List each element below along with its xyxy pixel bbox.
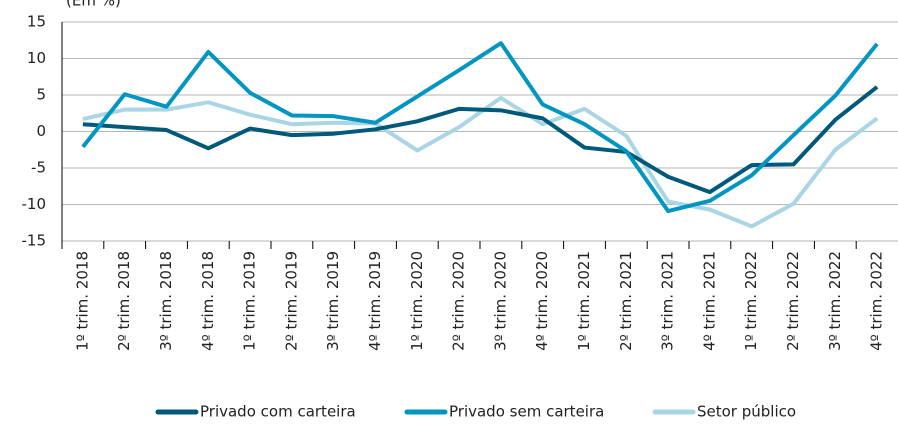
x-tick-label: 4º trim. 2020 [533,251,551,351]
x-tick-label: 3º trim. 2019 [324,251,342,351]
x-tick-label: 2º trim. 2019 [282,251,300,351]
series-line [81,41,879,214]
x-tick-label: 3º trim. 2022 [826,251,844,351]
x-tick-label: 4º trim. 2022 [868,251,886,351]
x-tick-label: 2º trim. 2020 [450,251,468,351]
series-line [82,95,879,229]
x-tick-label: 1º trim. 2021 [575,251,593,351]
y-tick-label: 5 [36,86,46,104]
y-tick-label: 10 [27,49,46,67]
unit-label: (Em %) [66,0,121,10]
legend-label: Privado com carteira [200,403,356,421]
x-tick-label: 1º trim. 2018 [73,251,91,351]
x-tick-label: 4º trim. 2018 [199,251,217,351]
y-tick-label: -5 [31,159,46,177]
legend-label: Setor público [697,403,796,421]
x-tick-label: 4º trim. 2021 [700,251,718,351]
x-tick-label: 3º trim. 2021 [659,251,677,351]
x-tick-label: 3º trim. 2018 [157,251,175,351]
x-tick-label: 3º trim. 2020 [491,251,509,351]
x-tick-label: 2º trim. 2018 [115,251,133,351]
x-tick-label: 1º trim. 2022 [742,251,760,351]
x-tick-label: 2º trim. 2021 [617,251,635,351]
y-tick-label: 0 [36,122,46,140]
y-tick-label: -10 [22,195,47,213]
y-tick-label: -15 [22,232,47,250]
x-tick-label: 2º trim. 2022 [784,251,802,351]
y-tick-label: 15 [27,13,46,31]
legend-label: Privado sem carteira [449,403,604,421]
x-tick-label: 4º trim. 2019 [366,251,384,351]
x-tick-label: 1º trim. 2020 [408,251,426,351]
series-line [82,85,879,195]
x-tick-label: 1º trim. 2019 [241,251,259,351]
